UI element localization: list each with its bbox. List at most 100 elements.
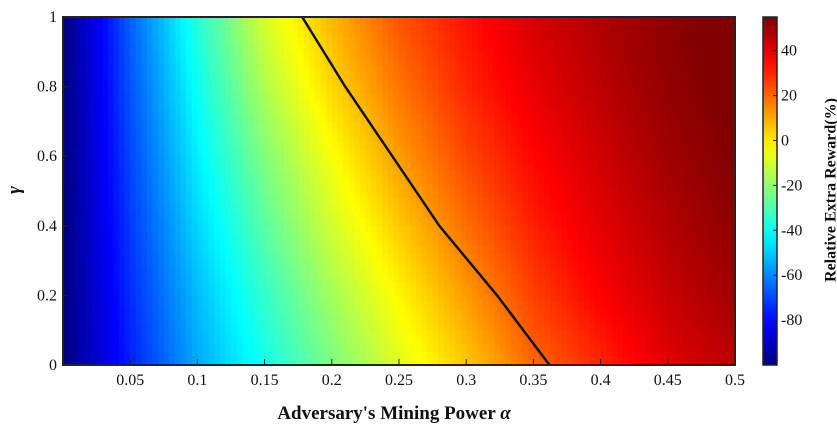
heatmap-cell xyxy=(723,246,730,255)
heatmap-cell xyxy=(96,163,103,171)
heatmap-cell xyxy=(382,156,389,164)
heatmap-cell xyxy=(583,156,590,164)
heatmap-cell xyxy=(432,142,439,150)
heatmap-cell xyxy=(309,288,316,296)
heatmap-cell xyxy=(203,184,210,192)
heatmap-cell xyxy=(163,274,170,283)
heatmap-cell xyxy=(589,121,596,129)
heatmap-cell xyxy=(729,225,736,234)
heatmap-cell xyxy=(242,86,249,95)
heatmap-cell xyxy=(359,128,366,136)
heatmap-cell xyxy=(522,218,529,227)
heatmap-cell xyxy=(191,44,198,53)
heatmap-cell xyxy=(287,281,294,290)
heatmap-cell xyxy=(583,65,590,74)
heatmap-cell xyxy=(421,239,428,248)
heatmap-cell xyxy=(169,302,176,310)
heatmap-cell xyxy=(175,163,182,171)
heatmap-cell xyxy=(158,302,165,310)
heatmap-cell xyxy=(371,260,378,269)
heatmap-cell xyxy=(527,274,534,283)
heatmap-cell xyxy=(567,37,574,46)
heatmap-cell xyxy=(494,93,501,102)
heatmap-cell xyxy=(320,107,327,116)
heatmap-cell xyxy=(197,30,204,39)
heatmap-cell xyxy=(611,197,618,206)
heatmap-cell xyxy=(516,37,523,46)
heatmap-cell xyxy=(589,156,596,164)
heatmap-cell xyxy=(119,72,126,81)
heatmap-cell xyxy=(662,184,669,192)
heatmap-cell xyxy=(645,295,652,303)
heatmap-cell xyxy=(443,239,450,248)
heatmap-cell xyxy=(443,225,450,234)
heatmap-cell xyxy=(141,191,148,199)
heatmap-cell xyxy=(544,232,551,241)
heatmap-cell xyxy=(303,79,310,88)
heatmap-cell xyxy=(432,170,439,178)
heatmap-cell xyxy=(298,149,305,157)
heatmap-cell xyxy=(427,72,434,81)
heatmap-cell xyxy=(399,72,406,81)
heatmap-cell xyxy=(578,23,585,32)
heatmap-cell xyxy=(449,225,456,234)
heatmap-cell xyxy=(595,191,602,199)
heatmap-cell xyxy=(208,142,215,150)
heatmap-cell xyxy=(74,100,81,109)
heatmap-cell xyxy=(505,128,512,136)
heatmap-cell xyxy=(404,17,411,25)
heatmap-cell xyxy=(718,232,725,241)
heatmap-cell xyxy=(410,114,417,122)
heatmap-cell xyxy=(326,281,333,290)
heatmap-cell xyxy=(203,51,210,60)
heatmap-cell xyxy=(96,281,103,290)
heatmap-cell xyxy=(578,253,585,262)
heatmap-cell xyxy=(494,274,501,283)
heatmap-cell xyxy=(617,86,624,95)
heatmap-cell xyxy=(63,135,70,143)
heatmap-cell xyxy=(169,218,176,227)
heatmap-cell xyxy=(572,218,579,227)
heatmap-cell xyxy=(63,107,70,116)
heatmap-cell xyxy=(460,149,467,157)
heatmap-cell xyxy=(701,191,708,199)
heatmap-cell xyxy=(494,191,501,199)
heatmap-cell xyxy=(147,253,154,262)
heatmap-cell xyxy=(466,267,473,276)
heatmap-cell xyxy=(163,246,170,255)
heatmap-cell xyxy=(617,128,624,136)
heatmap-cell xyxy=(259,30,266,39)
heatmap-cell xyxy=(253,232,260,241)
heatmap-cell xyxy=(427,246,434,255)
heatmap-cell xyxy=(421,204,428,213)
heatmap-cell xyxy=(550,156,557,164)
heatmap-cell xyxy=(539,197,546,206)
heatmap-cell xyxy=(197,260,204,269)
heatmap-cell xyxy=(359,267,366,276)
heatmap-cell xyxy=(673,114,680,122)
heatmap-cell xyxy=(354,239,361,248)
heatmap-cell xyxy=(393,260,400,269)
heatmap-cell xyxy=(684,51,691,60)
heatmap-cell xyxy=(393,93,400,102)
heatmap-cell xyxy=(68,170,75,178)
heatmap-cell xyxy=(393,295,400,303)
heatmap-cell xyxy=(247,211,254,220)
heatmap-cell xyxy=(113,107,120,116)
heatmap-cell xyxy=(119,100,126,109)
heatmap-cell xyxy=(522,86,529,95)
heatmap-cell xyxy=(567,135,574,143)
heatmap-cell xyxy=(331,72,338,81)
heatmap-cell xyxy=(63,100,70,109)
heatmap-cell xyxy=(91,260,98,269)
heatmap-cell xyxy=(102,281,109,290)
heatmap-cell xyxy=(550,295,557,303)
heatmap-cell xyxy=(505,79,512,88)
heatmap-cell xyxy=(516,218,523,227)
heatmap-cell xyxy=(611,17,618,25)
heatmap-cell xyxy=(712,23,719,32)
heatmap-cell xyxy=(477,253,484,262)
heatmap-cell xyxy=(303,225,310,234)
heatmap-cell xyxy=(488,86,495,95)
heatmap-cell xyxy=(371,204,378,213)
